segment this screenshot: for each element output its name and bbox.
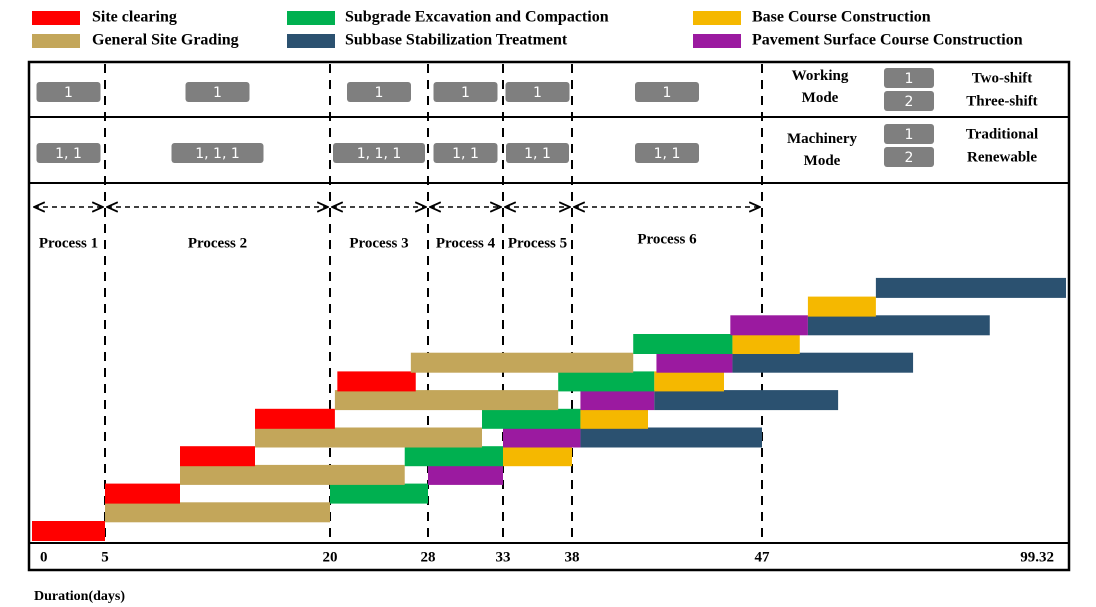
x-tick-label: 28 [421, 549, 436, 565]
task-bar [180, 464, 405, 485]
task-bar [807, 296, 876, 317]
legend-swatch [32, 11, 80, 25]
process-label: Process 4 [436, 235, 496, 251]
machinery-mode-code-box [36, 143, 101, 163]
process-label: Process 6 [637, 231, 697, 247]
task-bar [503, 427, 581, 448]
working-mode-code: 1 [663, 85, 672, 101]
task-bar [580, 408, 648, 429]
working-mode-code: 1 [375, 85, 384, 101]
x-tick-label: 33 [496, 549, 511, 565]
working-mode-code-box [347, 82, 411, 102]
task-bar [875, 277, 1066, 298]
x-tick-label: 99.32 [1020, 549, 1054, 565]
legend-swatch [693, 11, 741, 25]
task-bar [807, 315, 990, 336]
machinery-mode-code-box [171, 143, 264, 163]
x-tick-label: 5 [101, 549, 109, 565]
process-label: Process 1 [39, 235, 98, 251]
task-bar [255, 427, 482, 448]
mode-option-label: Renewable [967, 149, 1037, 165]
working-mode-code: 1 [533, 85, 542, 101]
task-bar [105, 483, 180, 504]
mode-code: 1 [905, 127, 914, 143]
mode-code: 1 [905, 71, 914, 87]
legend-label: Base Course Construction [752, 9, 931, 26]
machinery-mode-code-box [333, 143, 425, 163]
legend-swatch [32, 34, 80, 48]
task-bar [334, 390, 559, 411]
task-bar [428, 464, 503, 485]
task-bar [580, 390, 655, 411]
working-mode-code-box [36, 82, 101, 102]
mode-code: 2 [905, 150, 914, 166]
legend-label: Subgrade Excavation and Compaction [345, 9, 609, 26]
machinery-mode-code-box [506, 143, 569, 163]
machinery-mode-code-box [635, 143, 699, 163]
legend-label: General Site Grading [92, 32, 239, 49]
legend-label: Subbase Stabilization Treatment [345, 32, 568, 49]
machinery-mode-code: 1, 1, 1 [357, 146, 402, 162]
machinery-mode-code: 1, 1 [452, 146, 479, 162]
working-mode-code-box [505, 82, 570, 102]
legend-swatch [287, 11, 335, 25]
task-bar [482, 408, 581, 429]
machinery-mode-code: 1, 1, 1 [195, 146, 240, 162]
task-bar [654, 390, 839, 411]
x-tick-label: 47 [755, 549, 771, 565]
mode-code-box [884, 124, 934, 144]
task-bar [580, 427, 762, 448]
working-mode-code: 1 [461, 85, 470, 101]
legend-swatch [693, 34, 741, 48]
task-bar [633, 334, 733, 354]
working-mode-code: 1 [213, 85, 222, 101]
legend-swatch [287, 34, 335, 48]
machinery-mode-code: 1, 1 [654, 146, 681, 162]
task-bar [654, 371, 724, 392]
task-bar [32, 521, 105, 541]
machinery-mode-title: Machinery Mode [787, 131, 857, 169]
machinery-mode-code: 1, 1 [55, 146, 82, 162]
task-bar [337, 371, 416, 392]
task-bar [503, 446, 572, 467]
legend-label: Pavement Surface Course Construction [752, 32, 1023, 49]
legend-label: Site clearing [92, 9, 177, 26]
task-bar [255, 408, 335, 429]
working-mode-title: Working Mode [792, 68, 849, 106]
mode-option-label: Three-shift [966, 93, 1037, 109]
working-mode-code: 1 [64, 85, 73, 101]
machinery-mode-code-box [433, 143, 498, 163]
mode-code-box [884, 147, 934, 167]
task-bar [732, 352, 914, 373]
x-axis-title: Duration(days) [34, 589, 125, 604]
x-tick-label: 20 [323, 549, 338, 565]
x-tick-label: 38 [565, 549, 580, 565]
mode-code-box [884, 91, 934, 111]
task-bar [330, 483, 428, 504]
mode-code-box [884, 68, 934, 88]
process-label: Process 2 [188, 235, 247, 251]
process-label: Process 5 [508, 235, 567, 251]
task-bar [180, 446, 255, 467]
working-mode-code-box [635, 82, 699, 102]
task-bar [558, 371, 655, 392]
task-bar [410, 352, 634, 373]
task-bar [730, 315, 808, 336]
x-tick-label: 0 [40, 549, 48, 565]
mode-code: 2 [905, 94, 914, 110]
machinery-mode-code: 1, 1 [524, 146, 551, 162]
frame [27, 60, 1071, 572]
mode-option-label: Traditional [966, 126, 1038, 142]
task-bar [656, 352, 733, 373]
working-mode-code-box [185, 82, 250, 102]
working-mode-code-box [433, 82, 498, 102]
task-bar [105, 502, 330, 523]
task-bar [732, 334, 800, 354]
process-label: Process 3 [349, 235, 408, 251]
task-bar [404, 446, 503, 467]
mode-option-label: Two-shift [972, 70, 1033, 86]
